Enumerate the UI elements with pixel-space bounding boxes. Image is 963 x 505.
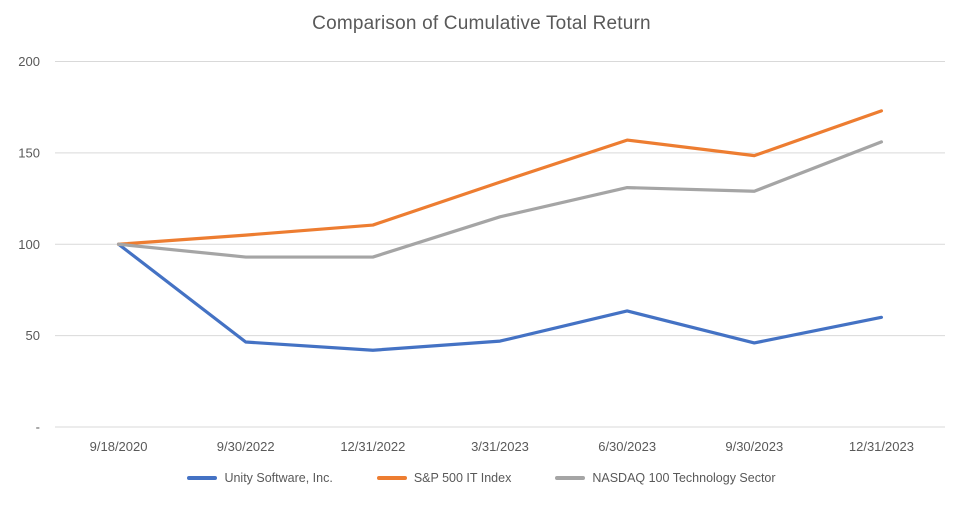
legend-label: NASDAQ 100 Technology Sector — [592, 471, 776, 485]
x-axis-tick-label: 9/18/2020 — [90, 439, 148, 454]
x-axis-tick-label: 3/31/2023 — [471, 439, 529, 454]
plot-area: 200 150 100 50 - 9/18/2020 9/30/2022 12/31/2022… — [18, 54, 945, 454]
x-axis-tick-label: 9/30/2022 — [217, 439, 275, 454]
x-axis-tick-label: 12/31/2022 — [340, 439, 405, 454]
x-axis-tick-label: 12/31/2023 — [849, 439, 914, 454]
chart-title: Comparison of Cumulative Total Return — [312, 13, 651, 34]
legend-label: Unity Software, Inc. — [224, 471, 333, 485]
y-axis-tick-label: - — [36, 420, 40, 435]
legend: Unity Software, Inc. S&P 500 IT Index NASD… — [0, 471, 963, 485]
legend-line-swatch-icon — [555, 476, 586, 480]
legend-line-swatch-icon — [376, 476, 407, 480]
x-axis-tick-label: 9/30/2023 — [725, 439, 783, 454]
series-line-unity-software-inc — [116, 242, 884, 352]
legend-line-swatch-icon — [187, 476, 218, 480]
y-axis-tick-label: 150 — [18, 145, 40, 160]
series-line-s-p-500-it-index — [116, 109, 884, 246]
legend-item-nasdaq-100-technology-sector: NASDAQ 100 Technology Sector — [555, 471, 776, 485]
y-axis-tick-label: 200 — [18, 54, 40, 69]
y-axis-tick-label: 50 — [26, 328, 40, 343]
series-line-nasdaq-100-technology-sector — [116, 140, 884, 259]
legend-item-unity-software-inc: Unity Software, Inc. — [187, 471, 333, 485]
x-axis-tick-label: 6/30/2023 — [598, 439, 656, 454]
legend-item-s-p-500-it-index: S&P 500 IT Index — [376, 471, 512, 485]
legend-label: S&P 500 IT Index — [413, 471, 512, 485]
y-axis-tick-label: 100 — [18, 237, 40, 252]
